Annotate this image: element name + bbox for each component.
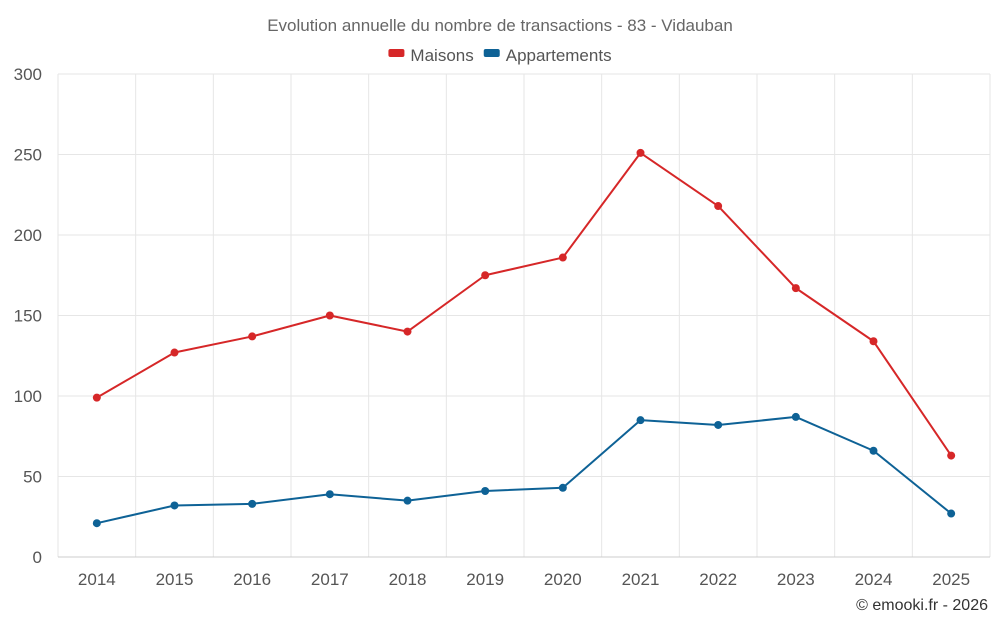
x-tick-label: 2020 bbox=[544, 570, 582, 589]
data-point-appartements-2022[interactable] bbox=[714, 420, 723, 429]
data-point-appartements-2018[interactable] bbox=[403, 496, 412, 505]
y-tick-label: 250 bbox=[14, 146, 42, 165]
x-tick-label: 2016 bbox=[233, 570, 271, 589]
data-point-maisons-2017[interactable] bbox=[325, 311, 334, 320]
data-point-appartements-2017[interactable] bbox=[325, 490, 334, 499]
y-tick-label: 0 bbox=[33, 548, 42, 567]
chart-title: Evolution annuelle du nombre de transact… bbox=[267, 16, 733, 35]
data-point-maisons-2018[interactable] bbox=[403, 327, 412, 336]
data-point-maisons-2020[interactable] bbox=[558, 253, 567, 262]
legend-label: Appartements bbox=[506, 46, 612, 65]
series-maisons bbox=[92, 148, 956, 460]
data-point-appartements-2023[interactable] bbox=[791, 412, 800, 421]
data-point-maisons-2025[interactable] bbox=[947, 451, 956, 460]
x-tick-label: 2025 bbox=[932, 570, 970, 589]
data-point-appartements-2015[interactable] bbox=[170, 501, 179, 510]
data-point-maisons-2024[interactable] bbox=[869, 337, 878, 346]
x-tick-label: 2021 bbox=[622, 570, 660, 589]
legend: Maisons Appartements bbox=[388, 46, 612, 65]
data-point-appartements-2014[interactable] bbox=[92, 519, 101, 528]
x-tick-label: 2022 bbox=[699, 570, 737, 589]
y-tick-label: 150 bbox=[14, 307, 42, 326]
series-appartements bbox=[92, 412, 956, 528]
legend-swatch bbox=[483, 49, 500, 57]
y-tick-label: 300 bbox=[14, 65, 42, 84]
data-point-maisons-2022[interactable] bbox=[714, 202, 723, 211]
legend-label: Maisons bbox=[410, 46, 473, 65]
legend-item-appartements[interactable]: Appartements bbox=[483, 46, 612, 65]
x-tick-label: 2015 bbox=[156, 570, 194, 589]
x-tick-label: 2014 bbox=[78, 570, 116, 589]
data-point-appartements-2020[interactable] bbox=[558, 483, 567, 492]
x-tick-label: 2023 bbox=[777, 570, 815, 589]
data-point-maisons-2014[interactable] bbox=[92, 393, 101, 402]
x-tick-label: 2018 bbox=[389, 570, 427, 589]
data-point-appartements-2025[interactable] bbox=[947, 509, 956, 518]
credit-text: © emooki.fr - 2026 bbox=[856, 597, 988, 614]
y-tick-label: 200 bbox=[14, 226, 42, 245]
data-point-maisons-2016[interactable] bbox=[248, 332, 257, 341]
legend-swatch bbox=[388, 49, 405, 57]
data-point-maisons-2021[interactable] bbox=[636, 148, 645, 157]
series-group bbox=[92, 148, 956, 528]
y-axis-ticks: 0 50 100 150 200 250 300 bbox=[14, 65, 42, 567]
x-axis-ticks: 2014 2015 2016 2017 2018 2019 2020 2021 2022 2023… bbox=[78, 570, 970, 589]
data-point-appartements-2024[interactable] bbox=[869, 446, 878, 455]
data-point-appartements-2021[interactable] bbox=[636, 416, 645, 425]
series-line-maisons bbox=[96, 151, 952, 457]
y-tick-label: 50 bbox=[23, 468, 42, 487]
x-tick-label: 2024 bbox=[855, 570, 893, 589]
data-point-appartements-2019[interactable] bbox=[481, 486, 490, 495]
x-tick-label: 2019 bbox=[466, 570, 504, 589]
data-point-appartements-2016[interactable] bbox=[248, 499, 257, 508]
data-point-maisons-2015[interactable] bbox=[170, 348, 179, 357]
data-point-maisons-2023[interactable] bbox=[791, 284, 800, 293]
y-tick-label: 100 bbox=[14, 387, 42, 406]
legend-item-maisons[interactable]: Maisons bbox=[388, 46, 474, 65]
series-line-appartements bbox=[96, 415, 952, 525]
data-point-maisons-2019[interactable] bbox=[481, 271, 490, 280]
x-tick-label: 2017 bbox=[311, 570, 349, 589]
